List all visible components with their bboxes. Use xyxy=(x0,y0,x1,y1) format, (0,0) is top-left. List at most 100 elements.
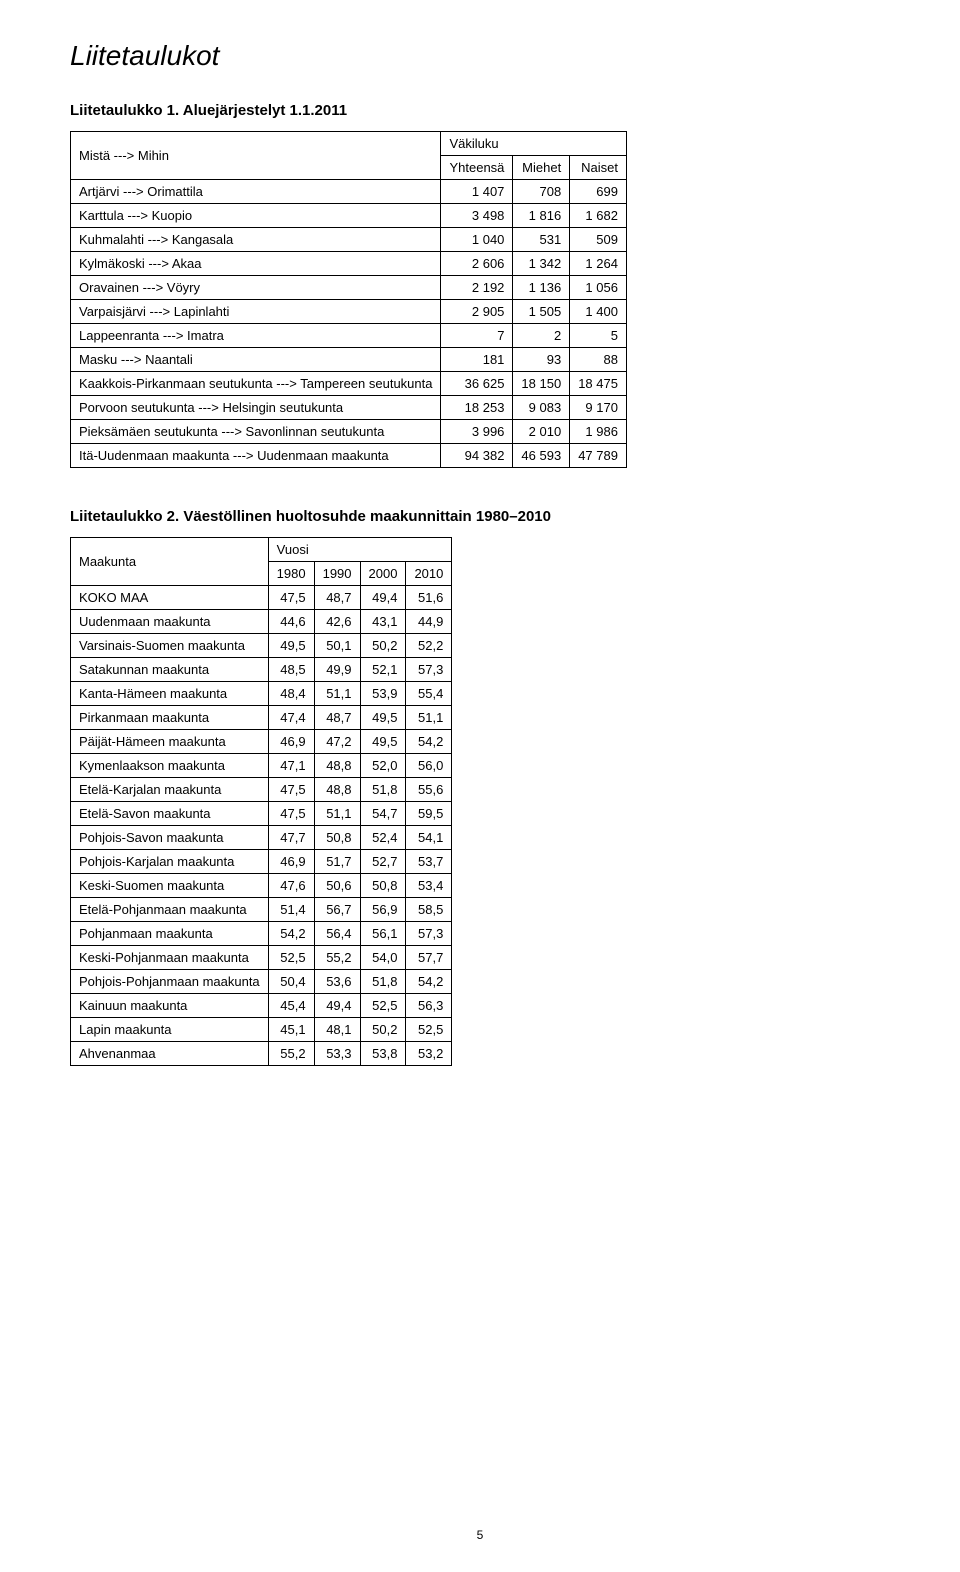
table-row: Lapin maakunta45,148,150,252,5 xyxy=(71,1018,452,1042)
t1-value: 36 625 xyxy=(441,372,513,396)
t2-value: 53,4 xyxy=(406,874,452,898)
t1-value: 93 xyxy=(513,348,570,372)
t2-value: 50,2 xyxy=(360,1018,406,1042)
t2-value: 50,4 xyxy=(268,970,314,994)
t1-label: Pieksämäen seutukunta ---> Savonlinnan s… xyxy=(71,420,441,444)
t1-label: Lappeenranta ---> Imatra xyxy=(71,324,441,348)
t2-label: Satakunnan maakunta xyxy=(71,658,269,682)
table-row: Kainuun maakunta45,449,452,556,3 xyxy=(71,994,452,1018)
t2-label: Pohjois-Pohjanmaan maakunta xyxy=(71,970,269,994)
t2-label: Uudenmaan maakunta xyxy=(71,610,269,634)
table-row: Varpaisjärvi ---> Lapinlahti2 9051 5051 … xyxy=(71,300,627,324)
table-row: Pirkanmaan maakunta47,448,749,551,1 xyxy=(71,706,452,730)
t2-value: 52,7 xyxy=(360,850,406,874)
t1-value: 699 xyxy=(570,180,627,204)
t2-value: 49,4 xyxy=(314,994,360,1018)
table-row: Pohjanmaan maakunta54,256,456,157,3 xyxy=(71,922,452,946)
t2-value: 52,5 xyxy=(406,1018,452,1042)
t2-value: 48,4 xyxy=(268,682,314,706)
t2-value: 45,1 xyxy=(268,1018,314,1042)
t2-value: 51,1 xyxy=(406,706,452,730)
t1-value: 1 056 xyxy=(570,276,627,300)
t1-value: 88 xyxy=(570,348,627,372)
t1-value: 2 010 xyxy=(513,420,570,444)
table-row: Pieksämäen seutukunta ---> Savonlinnan s… xyxy=(71,420,627,444)
t1-value: 9 083 xyxy=(513,396,570,420)
t1-label: Artjärvi ---> Orimattila xyxy=(71,180,441,204)
t2-value: 55,4 xyxy=(406,682,452,706)
t2-value: 48,8 xyxy=(314,778,360,802)
table-row: Keski-Suomen maakunta47,650,650,853,4 xyxy=(71,874,452,898)
t2-value: 53,7 xyxy=(406,850,452,874)
t2-value: 58,5 xyxy=(406,898,452,922)
t2-value: 51,1 xyxy=(314,682,360,706)
t2-year-0: 1980 xyxy=(268,562,314,586)
t2-label: Etelä-Savon maakunta xyxy=(71,802,269,826)
table1-title: Liitetaulukko 1. Aluejärjestelyt 1.1.201… xyxy=(70,102,890,119)
t2-value: 55,6 xyxy=(406,778,452,802)
t2-value: 56,3 xyxy=(406,994,452,1018)
page-title: Liitetaulukot xyxy=(70,40,890,72)
t2-value: 48,7 xyxy=(314,706,360,730)
t2-label: Kymenlaakson maakunta xyxy=(71,754,269,778)
t2-value: 50,2 xyxy=(360,634,406,658)
t2-value: 49,5 xyxy=(360,706,406,730)
t1-head-sub-0: Yhteensä xyxy=(441,156,513,180)
t2-label: Etelä-Pohjanmaan maakunta xyxy=(71,898,269,922)
table2: Maakunta Vuosi 1980 1990 2000 2010 KOKO … xyxy=(70,537,452,1066)
t2-value: 47,2 xyxy=(314,730,360,754)
t2-value: 59,5 xyxy=(406,802,452,826)
t1-label: Varpaisjärvi ---> Lapinlahti xyxy=(71,300,441,324)
t1-label: Karttula ---> Kuopio xyxy=(71,204,441,228)
table-row: Itä-Uudenmaan maakunta ---> Uudenmaan ma… xyxy=(71,444,627,468)
table-row: Lappeenranta ---> Imatra725 xyxy=(71,324,627,348)
table-row: Porvoon seutukunta ---> Helsingin seutuk… xyxy=(71,396,627,420)
t1-value: 181 xyxy=(441,348,513,372)
t2-value: 49,5 xyxy=(268,634,314,658)
t2-value: 52,4 xyxy=(360,826,406,850)
t2-value: 44,6 xyxy=(268,610,314,634)
t2-value: 53,9 xyxy=(360,682,406,706)
t2-value: 47,6 xyxy=(268,874,314,898)
t1-value: 1 264 xyxy=(570,252,627,276)
t1-head-span: Väkiluku xyxy=(441,132,626,156)
t1-value: 3 996 xyxy=(441,420,513,444)
t2-value: 54,2 xyxy=(406,970,452,994)
t2-value: 47,5 xyxy=(268,802,314,826)
t2-value: 57,7 xyxy=(406,946,452,970)
t1-value: 1 505 xyxy=(513,300,570,324)
table2-title: Liitetaulukko 2. Väestöllinen huoltosuhd… xyxy=(70,508,890,525)
t2-body: KOKO MAA47,548,749,451,6Uudenmaan maakun… xyxy=(71,586,452,1066)
t2-label: Keski-Suomen maakunta xyxy=(71,874,269,898)
t1-value: 46 593 xyxy=(513,444,570,468)
t1-head-col1: Mistä ---> Mihin xyxy=(71,132,441,180)
t2-label: Etelä-Karjalan maakunta xyxy=(71,778,269,802)
t1-head-sub-2: Naiset xyxy=(570,156,627,180)
t2-label: Kanta-Hämeen maakunta xyxy=(71,682,269,706)
t2-label: Kainuun maakunta xyxy=(71,994,269,1018)
t2-value: 52,2 xyxy=(406,634,452,658)
t1-body: Artjärvi ---> Orimattila1 407708699Kartt… xyxy=(71,180,627,468)
t2-value: 48,5 xyxy=(268,658,314,682)
table-row: Ahvenanmaa55,253,353,853,2 xyxy=(71,1042,452,1066)
table1: Mistä ---> Mihin Väkiluku Yhteensä Miehe… xyxy=(70,131,627,468)
t1-value: 1 342 xyxy=(513,252,570,276)
t2-value: 47,7 xyxy=(268,826,314,850)
t2-label: Keski-Pohjanmaan maakunta xyxy=(71,946,269,970)
table-row: Kuhmalahti ---> Kangasala1 040531509 xyxy=(71,228,627,252)
table-row: Pohjois-Karjalan maakunta46,951,752,753,… xyxy=(71,850,452,874)
t1-value: 18 253 xyxy=(441,396,513,420)
table-row: Etelä-Karjalan maakunta47,548,851,855,6 xyxy=(71,778,452,802)
page-container: Liitetaulukot Liitetaulukko 1. Aluejärje… xyxy=(0,0,960,1572)
t1-value: 2 606 xyxy=(441,252,513,276)
t2-year-3: 2010 xyxy=(406,562,452,586)
t2-label: KOKO MAA xyxy=(71,586,269,610)
t2-label: Varsinais-Suomen maakunta xyxy=(71,634,269,658)
t2-value: 52,5 xyxy=(360,994,406,1018)
t2-value: 49,4 xyxy=(360,586,406,610)
t2-value: 55,2 xyxy=(314,946,360,970)
t2-label: Pirkanmaan maakunta xyxy=(71,706,269,730)
t2-value: 56,1 xyxy=(360,922,406,946)
t2-value: 50,1 xyxy=(314,634,360,658)
table-row: Oravainen ---> Vöyry2 1921 1361 056 xyxy=(71,276,627,300)
